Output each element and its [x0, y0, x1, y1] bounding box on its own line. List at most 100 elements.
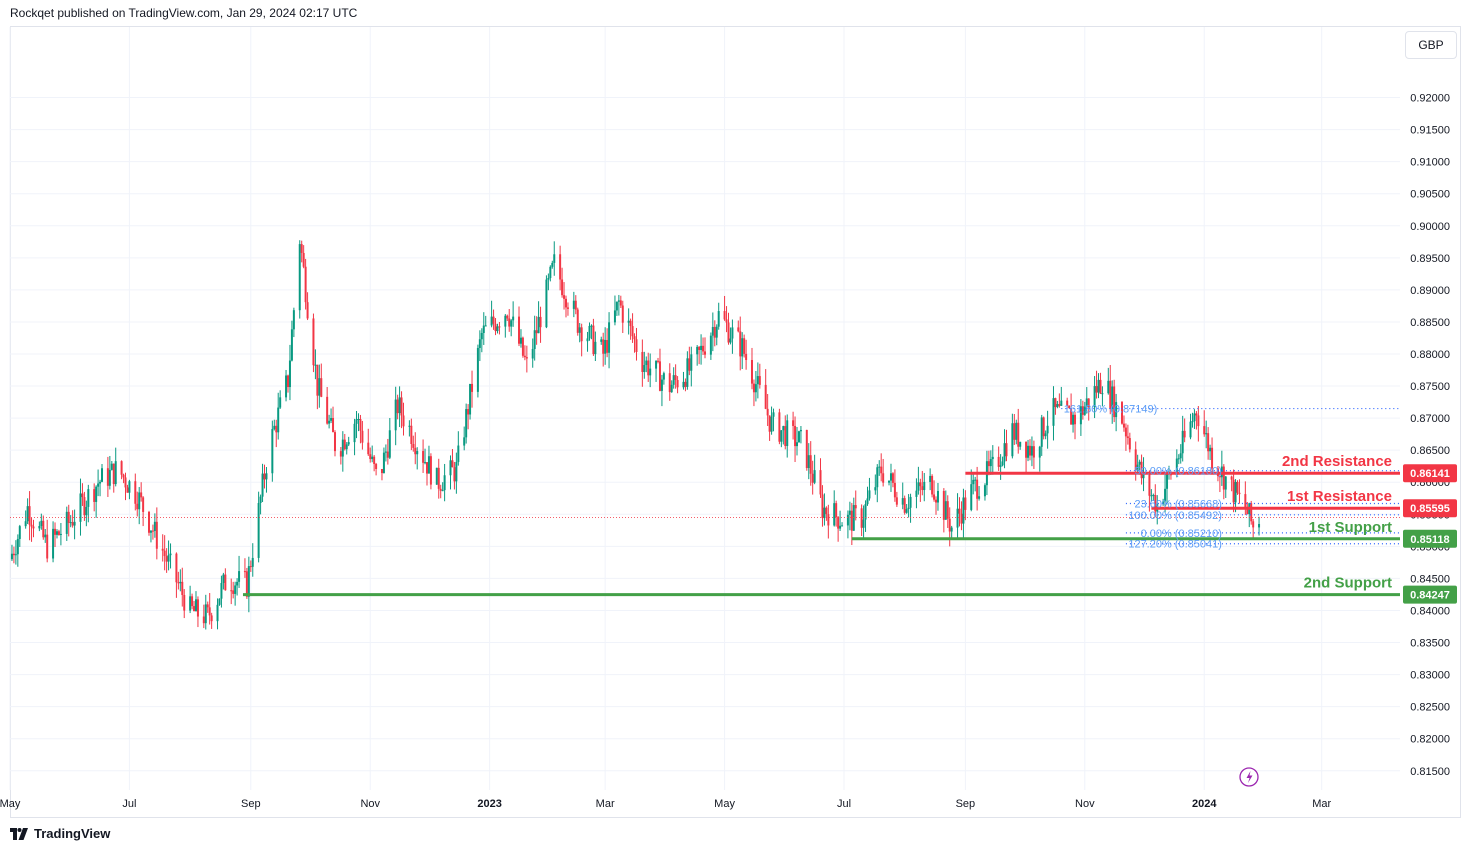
y-tick-label: 0.87000 [1410, 413, 1450, 425]
candle-body [1109, 380, 1112, 409]
candle-body [341, 439, 344, 457]
candle-body [962, 497, 965, 524]
candle-body [32, 526, 35, 529]
candle-body [848, 510, 851, 515]
candle-body [997, 456, 1000, 467]
candle-body [739, 331, 742, 357]
candle-body [782, 426, 785, 431]
candle-body [279, 397, 282, 408]
candle-body [179, 581, 182, 584]
candle-body [10, 553, 13, 560]
candle-body [1218, 476, 1221, 478]
candle-body [1054, 398, 1057, 408]
candle-body [504, 315, 507, 327]
candle-body [731, 327, 734, 339]
fib-label: 50.00% (0.86180) [1134, 466, 1221, 478]
candle-body [586, 338, 589, 342]
candle-body [424, 462, 427, 464]
candle-body [882, 473, 885, 483]
price-tag-value: 0.85595 [1410, 503, 1450, 515]
candle-body [26, 506, 29, 522]
candle-body [218, 598, 221, 605]
candle-body [206, 604, 209, 608]
x-tick-label: 2023 [477, 798, 501, 810]
candle-body [232, 590, 235, 594]
candle-body [422, 451, 425, 463]
candle-body [1189, 421, 1192, 438]
candle-body [110, 463, 113, 470]
candle-body [99, 481, 102, 484]
candle-body [24, 521, 27, 527]
candle-body [819, 470, 822, 495]
candle-body [702, 345, 705, 352]
flash-icon[interactable] [1239, 767, 1259, 787]
candle-body [989, 459, 992, 467]
candle-body [73, 521, 76, 526]
level-label: 2nd Support [1304, 575, 1392, 592]
candle-body [823, 507, 826, 519]
candle-body [604, 339, 607, 354]
axes: 0.92000 0.91500 0.91000 0.90500 0.90000 0.895… [0, 93, 1450, 810]
candle-body [247, 566, 250, 597]
price-tag [1403, 499, 1457, 518]
candle-body [549, 266, 552, 278]
candle-body [155, 521, 158, 549]
candle-body [439, 488, 442, 491]
candle-body [821, 494, 824, 519]
candle-body [471, 383, 474, 392]
candle-body [606, 339, 609, 353]
candle-body [292, 310, 295, 330]
candle-body [375, 463, 378, 469]
candle-body [688, 358, 691, 371]
candle-body [410, 425, 413, 445]
candle-body [114, 461, 117, 485]
x-tick-label: Mar [1312, 798, 1331, 810]
candle-body [1191, 421, 1194, 423]
candle-body [1044, 433, 1047, 437]
candle-body [400, 397, 403, 416]
candle-body [1079, 406, 1082, 425]
candle-body [960, 513, 963, 524]
candle-body [128, 481, 131, 493]
candle-body [437, 467, 440, 489]
brand-name[interactable]: TradingView [34, 826, 111, 841]
candle-body [124, 477, 127, 488]
candle-body [196, 599, 199, 617]
candle-body [85, 506, 88, 516]
candle-body [909, 496, 912, 508]
candle-body [700, 345, 703, 350]
candle-body [287, 375, 289, 388]
candle-body [216, 604, 219, 622]
y-tick-label: 0.90500 [1410, 189, 1450, 201]
candle-body [713, 326, 716, 338]
y-tick-label: 0.82500 [1410, 702, 1450, 714]
candle-body [868, 490, 871, 499]
candle-body [684, 381, 687, 387]
candle-body [257, 503, 260, 558]
y-tick-label: 0.84000 [1410, 605, 1450, 617]
candle-body [101, 468, 104, 482]
candle-body [1183, 430, 1186, 438]
candle-body [711, 326, 714, 336]
candle-body [427, 456, 430, 474]
candle-body [1005, 443, 1008, 457]
candle-body [635, 339, 638, 352]
candles [10, 240, 1261, 630]
candle-body [1003, 443, 1006, 462]
candle-body [729, 338, 732, 343]
currency-selector[interactable]: GBP [1405, 31, 1457, 59]
candle-body [153, 521, 156, 531]
candle-body [169, 553, 172, 556]
candle-body [655, 360, 658, 369]
candle-body [1250, 503, 1253, 522]
candle-body [948, 518, 951, 532]
candle-body [208, 607, 211, 616]
y-tick-label: 0.91000 [1410, 157, 1450, 169]
candle-body [81, 493, 84, 498]
candle-body [866, 498, 869, 505]
candle-body [987, 461, 990, 467]
candle-body [737, 327, 740, 332]
candle-body [1154, 494, 1157, 512]
candle-body [416, 451, 419, 455]
